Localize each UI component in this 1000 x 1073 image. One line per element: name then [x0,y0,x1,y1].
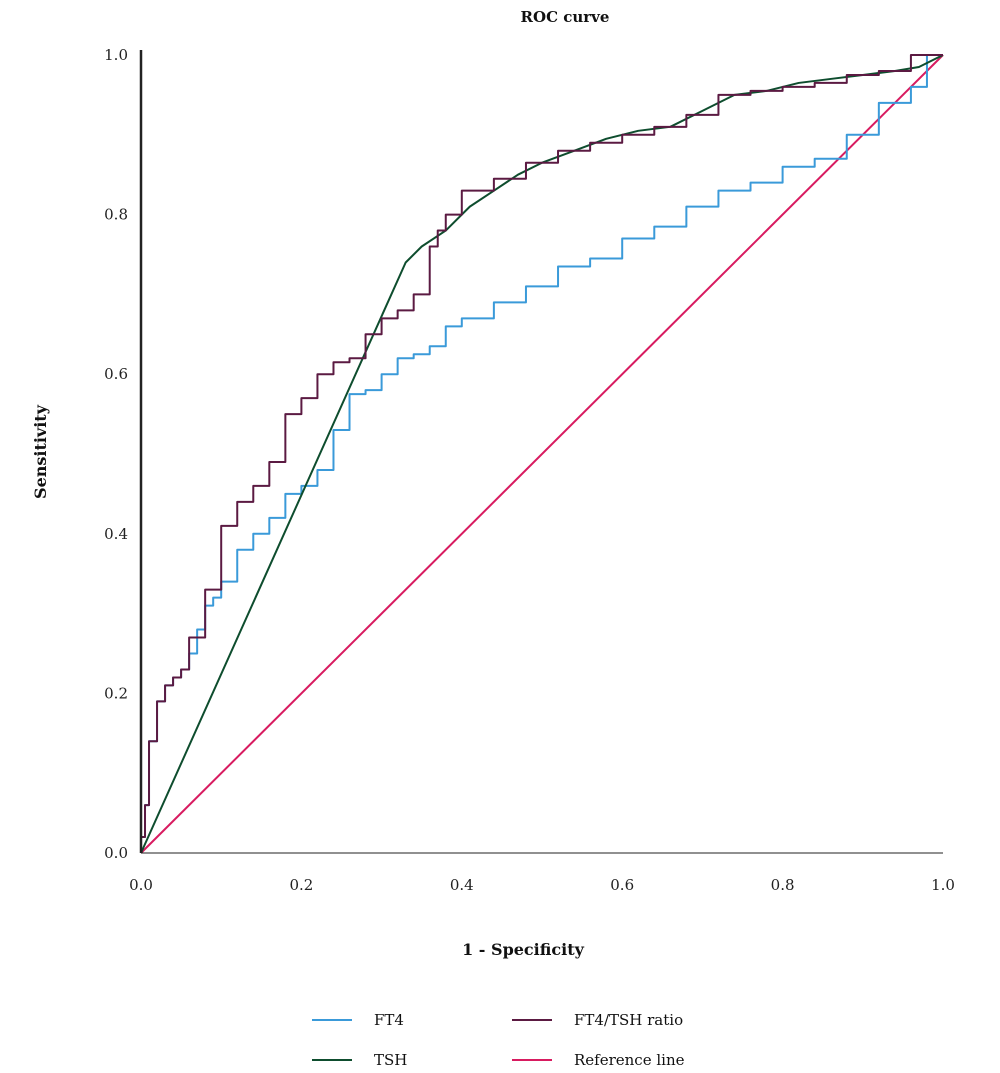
y-tick-label: 0.6 [104,365,128,383]
legend: FT4 FT4/TSH ratio TSH Reference line [312,1011,685,1069]
legend-label: Reference line [574,1051,685,1069]
series-line-ft4-tsh-ratio [140,54,943,853]
y-tick-label: 0.0 [104,844,128,862]
x-tick-label: 0.8 [771,876,795,894]
y-tick-label: 0.4 [104,525,128,543]
legend-label: FT4/TSH ratio [574,1011,683,1029]
series-line-tsh [140,54,944,854]
x-tick-label: 0.4 [450,876,474,894]
x-tick-label: 0.6 [610,876,634,894]
series-line-reference-line [140,54,944,854]
legend-label: TSH [374,1051,407,1069]
x-tick-label: 0.2 [289,876,313,894]
legend-label: FT4 [374,1011,404,1029]
y-axis-label: Sensitivity [31,404,50,499]
x-axis-label: 1 - Specificity [462,940,585,959]
x-tick-labels: 0.0 0.2 0.4 0.6 0.8 1.0 [129,876,955,894]
y-tick-label: 0.8 [104,206,128,224]
x-tick-label: 0.0 [129,876,153,894]
series-layer [140,54,944,854]
chart-title: ROC curve [521,8,610,26]
x-tick-label: 1.0 [931,876,955,894]
y-tick-labels: 0.0 0.2 0.4 0.6 0.8 1.0 [104,46,128,862]
y-tick-label: 0.2 [104,684,128,702]
y-tick-label: 1.0 [104,46,128,64]
